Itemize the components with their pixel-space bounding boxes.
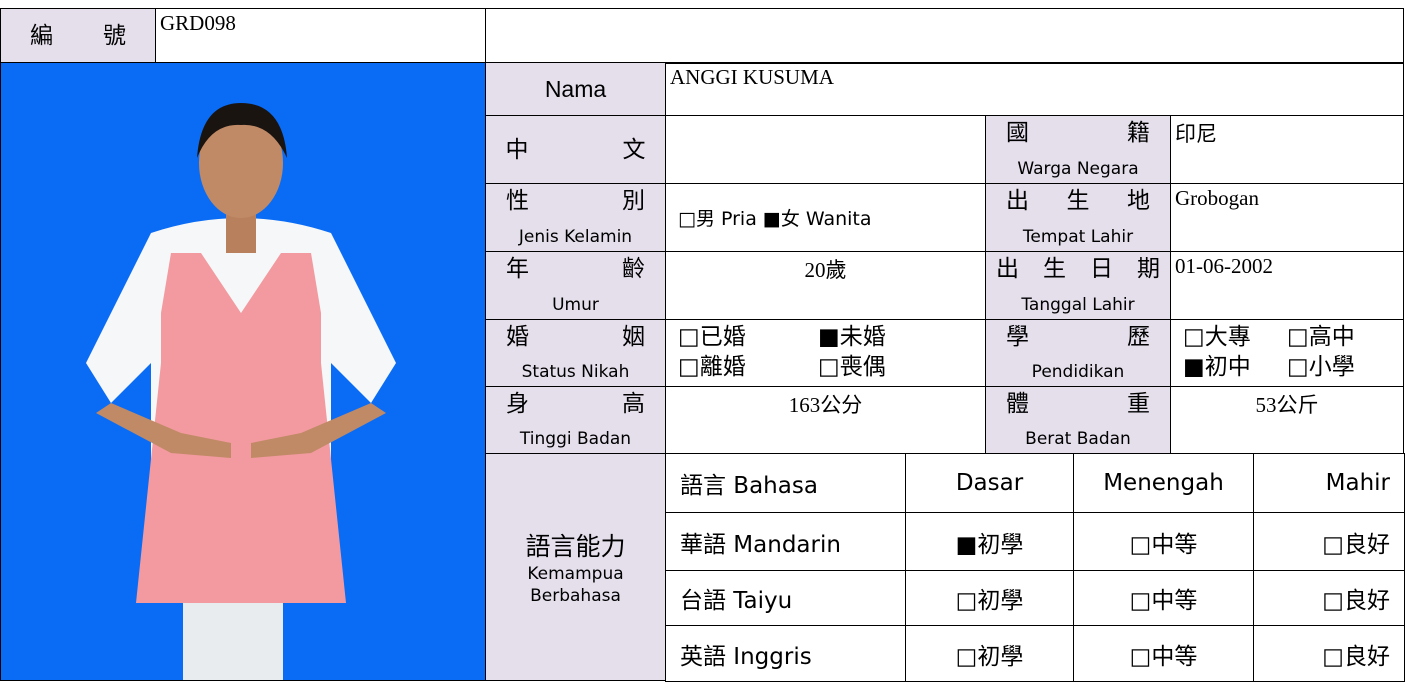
option: ■未婚 bbox=[818, 324, 886, 350]
language-name: 華語 Mandarin bbox=[665, 512, 906, 571]
label-zh: 年齡 bbox=[506, 256, 645, 282]
label-id: Status Nikah bbox=[521, 362, 630, 382]
age-value: 20歲 bbox=[665, 251, 986, 320]
birthplace-value: Grobogan bbox=[1170, 183, 1404, 252]
label-zh: 婚姻 bbox=[506, 324, 645, 350]
language-level: □中等 bbox=[1073, 512, 1254, 571]
chinese-name-value bbox=[665, 115, 986, 184]
language-level: □初學 bbox=[905, 570, 1074, 626]
code-value: GRD098 bbox=[155, 8, 486, 64]
language-level: □良好 bbox=[1253, 625, 1405, 682]
photo-figure bbox=[86, 103, 396, 680]
language-name: 英語 Inggris bbox=[665, 625, 906, 682]
nationality-label: 國籍 Warga Negara bbox=[985, 115, 1171, 184]
gender-label: 性別 Jenis Kelamin bbox=[485, 183, 666, 252]
label-id: Tempat Lahir bbox=[1022, 227, 1134, 247]
label-id: Umur bbox=[552, 295, 599, 315]
language-header: Menengah bbox=[1073, 453, 1254, 513]
code-label: 編號 bbox=[30, 23, 126, 49]
label-id: Tanggal Lahir bbox=[1021, 295, 1135, 315]
language-name: 台語 Taiyu bbox=[665, 570, 906, 626]
name-label: Nama bbox=[485, 62, 666, 116]
birthplace-label: 出生地 Tempat Lahir bbox=[985, 183, 1171, 252]
language-level: □良好 bbox=[1253, 570, 1405, 626]
gender-value: □男 Pria ■女 Wanita bbox=[665, 183, 986, 252]
option: □高中 bbox=[1287, 324, 1355, 350]
chinese-name-label-cell: 中文 bbox=[485, 115, 666, 184]
language-header: Mahir bbox=[1253, 453, 1405, 513]
label-id: Jenis Kelamin bbox=[518, 227, 633, 247]
photo bbox=[0, 62, 486, 681]
language-level: □中等 bbox=[1073, 570, 1254, 626]
marital-label: 婚姻 Status Nikah bbox=[485, 319, 666, 387]
label-id: Pendidikan bbox=[1031, 362, 1125, 382]
label-zh: 出生地 bbox=[1006, 188, 1150, 214]
birthdate-label: 出生日期 Tanggal Lahir bbox=[985, 251, 1171, 320]
weight-label: 體重 Berat Badan bbox=[985, 386, 1171, 454]
height-value: 163公分 bbox=[665, 386, 986, 454]
education-label: 學歷 Pendidikan bbox=[985, 319, 1171, 387]
label-id: Berat Badan bbox=[1025, 429, 1131, 449]
weight-value: 53公斤 bbox=[1170, 386, 1404, 454]
education-options: □大專 □高中 ■初中 □小學 bbox=[1170, 319, 1404, 387]
label-zh: 身高 bbox=[506, 391, 645, 417]
language-header: Dasar bbox=[905, 453, 1074, 513]
label-id: Tinggi Badan bbox=[519, 429, 632, 449]
label-zh: 出生日期 bbox=[996, 256, 1160, 282]
birthdate-value: 01-06-2002 bbox=[1170, 251, 1404, 320]
language-header: 語言 Bahasa bbox=[665, 453, 906, 513]
language-level: ■初學 bbox=[905, 512, 1074, 571]
empty-cell bbox=[485, 8, 1404, 64]
option: ■初中 bbox=[1183, 354, 1251, 380]
label-id: Warga Negara bbox=[1017, 159, 1139, 179]
age-label: 年齡 Umur bbox=[485, 251, 666, 320]
option: □已婚 bbox=[678, 324, 746, 350]
language-level: □中等 bbox=[1073, 625, 1254, 682]
option: □大專 bbox=[1183, 324, 1251, 350]
language-label: 語言能力 Kemampua Berbahasa bbox=[485, 453, 666, 681]
name-value: ANGGI KUSUMA bbox=[665, 62, 1404, 116]
height-label: 身高 Tinggi Badan bbox=[485, 386, 666, 454]
label-id: Kemampua Berbahasa bbox=[527, 564, 624, 606]
label-zh: 體重 bbox=[1006, 391, 1150, 417]
label-zh: 國籍 bbox=[1006, 120, 1150, 146]
nationality-value: 印尼 bbox=[1170, 115, 1404, 184]
label-zh: 性別 bbox=[506, 188, 645, 214]
option: □小學 bbox=[1287, 354, 1355, 380]
label-zh: 語言能力 bbox=[525, 532, 626, 561]
option: □喪偶 bbox=[818, 354, 886, 380]
language-level: □初學 bbox=[905, 625, 1074, 682]
option: □離婚 bbox=[678, 354, 746, 380]
language-level: □良好 bbox=[1253, 512, 1405, 571]
chinese-name-label: 中文 bbox=[505, 136, 646, 163]
marital-options: □已婚 ■未婚 □離婚 □喪偶 bbox=[665, 319, 986, 387]
code-label-cell: 編號 bbox=[0, 8, 156, 64]
label-zh: 學歷 bbox=[1006, 324, 1150, 350]
